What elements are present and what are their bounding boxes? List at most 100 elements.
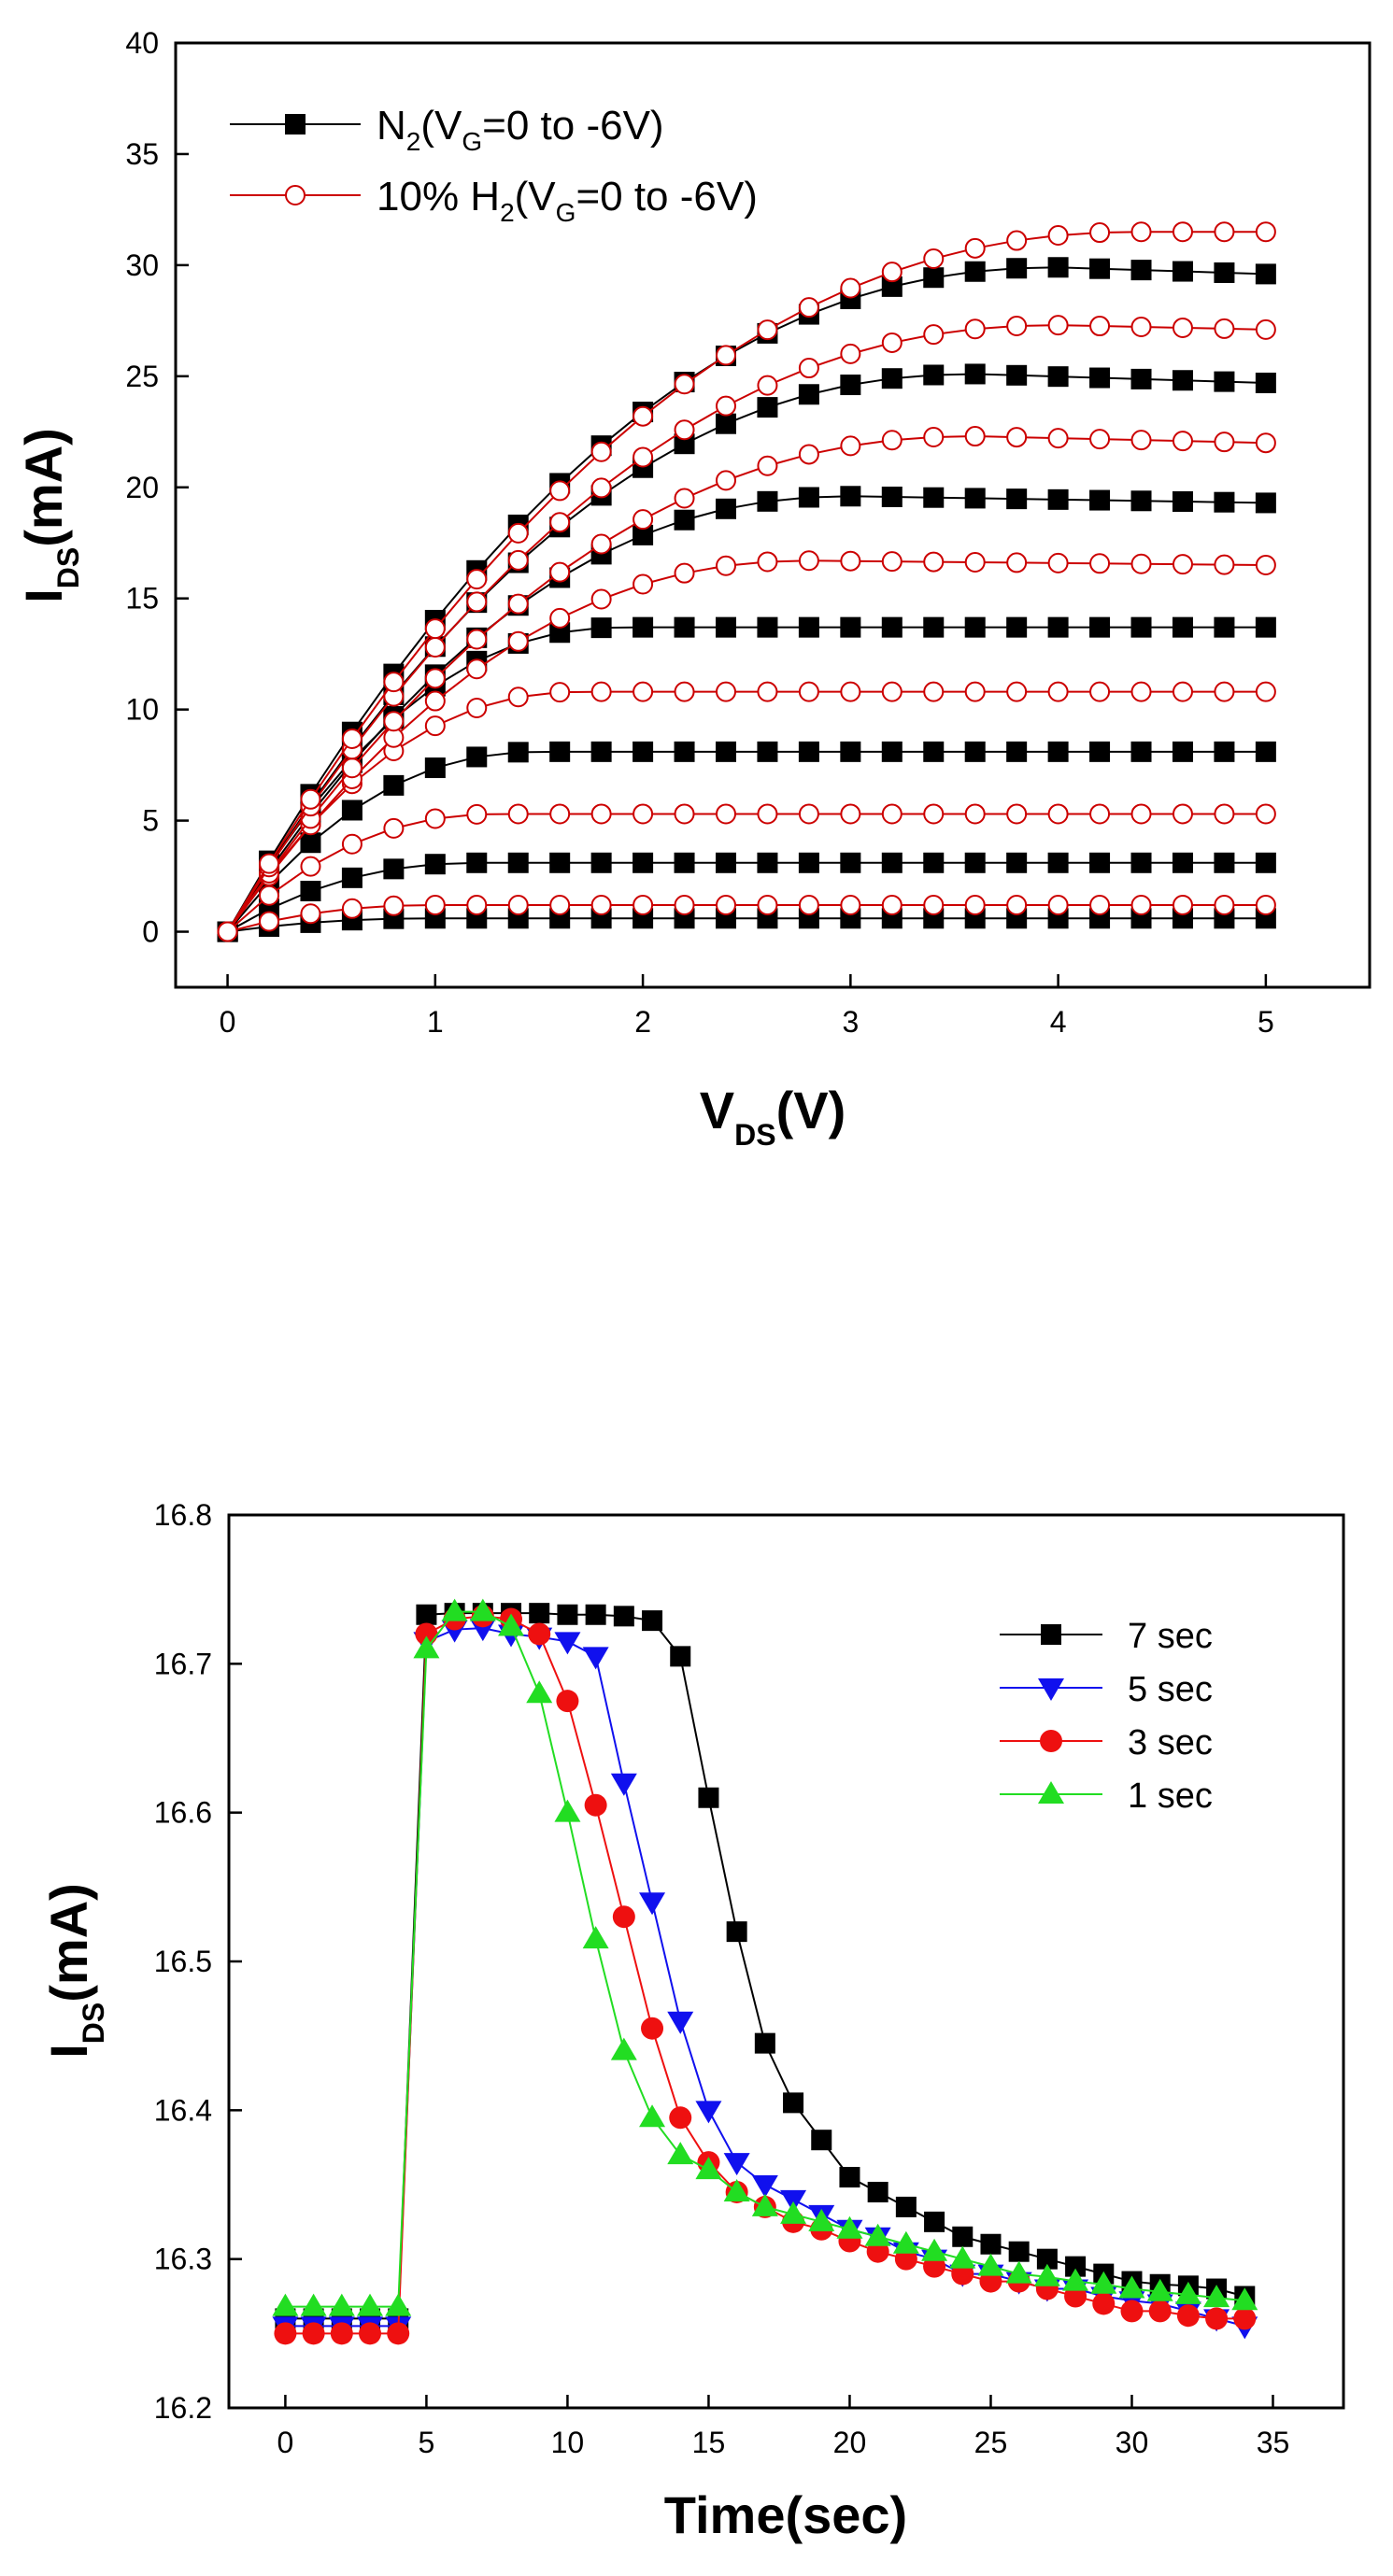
chart1-data-point bbox=[1006, 258, 1028, 279]
chart2-data-point bbox=[582, 1926, 609, 1949]
chart2-data-point bbox=[274, 2322, 297, 2345]
chart1-data-point bbox=[715, 470, 736, 491]
chart2-y-tick-label: 16.7 bbox=[154, 1647, 212, 1680]
chart2-data-point bbox=[1174, 2281, 1201, 2304]
chart1-data-point bbox=[1130, 317, 1152, 338]
chart1-data-point bbox=[1047, 225, 1069, 247]
chart2-data-point bbox=[980, 2233, 1002, 2255]
chart1-data-point bbox=[964, 852, 986, 873]
chart1-data-point bbox=[383, 895, 405, 916]
chart1-series-line bbox=[226, 626, 1266, 933]
chart1-data-point bbox=[1089, 222, 1111, 244]
chart1-data-point bbox=[1089, 316, 1111, 337]
chart1-data-point bbox=[383, 817, 405, 839]
chart1-data-point bbox=[341, 867, 362, 888]
chart2-data-point bbox=[441, 1598, 468, 1621]
chart1-data-point bbox=[674, 852, 695, 873]
chart1-data-point bbox=[923, 741, 945, 762]
chart1-data-point bbox=[1089, 741, 1111, 762]
chart1-data-point bbox=[881, 803, 903, 825]
chart1-data-point bbox=[757, 551, 778, 573]
chart1-data-point bbox=[549, 682, 571, 703]
chart1-data-point bbox=[507, 803, 529, 825]
chart1-data-point bbox=[964, 237, 986, 259]
chart1-data-point bbox=[715, 803, 736, 825]
chart1-data-point bbox=[466, 894, 488, 915]
chart1-data-point bbox=[923, 324, 945, 346]
chart1-series-H2-13 bbox=[217, 315, 1276, 942]
chart1-data-point bbox=[923, 426, 945, 447]
chart2-data-point bbox=[302, 2322, 325, 2345]
chart2-data-point bbox=[582, 1647, 609, 1670]
chart2-data-point bbox=[1205, 2307, 1229, 2330]
chart1-data-point bbox=[1130, 368, 1152, 389]
chart1-data-point bbox=[259, 885, 280, 906]
chart1-legend-label: 10% H2(VG=0 to -6V) bbox=[377, 174, 758, 227]
chart2-legend-marker bbox=[1041, 1624, 1061, 1645]
chart1-data-point bbox=[757, 490, 778, 512]
chart1-plot-frame bbox=[174, 41, 1372, 989]
chart1-data-point bbox=[1172, 681, 1193, 702]
chart1-data-point bbox=[590, 803, 612, 825]
chart1-data-point bbox=[383, 858, 405, 880]
chart2-y-axis-label: IDS(mA) bbox=[39, 1883, 110, 2059]
chart1-data-point bbox=[300, 832, 321, 854]
chart1-data-point bbox=[590, 852, 612, 873]
chart1-data-point bbox=[259, 853, 280, 874]
chart1-series-line bbox=[226, 559, 1266, 933]
chart2-data-point bbox=[839, 2167, 860, 2188]
chart1-data-point bbox=[923, 248, 945, 269]
chart1-data-point bbox=[1214, 262, 1235, 283]
chart1-data-point bbox=[1172, 852, 1193, 873]
chart1-data-point bbox=[881, 551, 903, 573]
chart1-y-tick-label: 15 bbox=[125, 582, 159, 616]
chart1-data-point bbox=[590, 617, 612, 639]
chart1-data-point bbox=[1255, 894, 1276, 915]
chart1-x-tick-label: 3 bbox=[842, 1005, 859, 1039]
chart1-data-point bbox=[923, 551, 945, 573]
chart1-data-point bbox=[840, 741, 861, 762]
chart1-data-point bbox=[1130, 221, 1152, 243]
chart1-data-point bbox=[798, 681, 819, 702]
chart1-data-point bbox=[633, 405, 654, 427]
chart2-data-point bbox=[808, 2208, 835, 2231]
chart2-data-point bbox=[528, 1622, 551, 1646]
chart1-data-point bbox=[549, 561, 571, 583]
chart1-y-tick-label: 5 bbox=[142, 804, 159, 838]
chart1-data-point bbox=[674, 488, 695, 509]
chart1-data-point bbox=[881, 332, 903, 353]
chart1-x-tick-label: 2 bbox=[634, 1005, 651, 1039]
chart1-data-point bbox=[507, 522, 529, 544]
chart1-series-line bbox=[226, 813, 1266, 933]
chart2-x-tick-label: 30 bbox=[1116, 2426, 1149, 2459]
chart2-data-point bbox=[667, 2011, 694, 2034]
chart1-data-point bbox=[964, 741, 986, 762]
chart1-series-N2-6 bbox=[217, 363, 1276, 942]
chart1-y-tick-label: 0 bbox=[142, 915, 159, 949]
chart1-data-point bbox=[590, 588, 612, 610]
chart1-data-point bbox=[1255, 492, 1276, 514]
chart1-data-point bbox=[798, 487, 819, 508]
chart1-data-point bbox=[217, 921, 238, 942]
chart1-legend-marker bbox=[285, 114, 306, 134]
chart1-data-point bbox=[1130, 894, 1152, 915]
chart2-data-point bbox=[780, 2201, 807, 2224]
chart1-data-point bbox=[923, 364, 945, 386]
chart1-data-point bbox=[1130, 681, 1152, 702]
chart2-data-point bbox=[669, 2106, 692, 2130]
chart1-data-point bbox=[507, 630, 529, 652]
chart2-data-point bbox=[639, 1892, 666, 1916]
chart1-data-point bbox=[1047, 741, 1069, 762]
chart1-data-point bbox=[424, 854, 446, 875]
chart1-data-point bbox=[757, 455, 778, 476]
chart1-data-point bbox=[1214, 318, 1235, 339]
chart1-data-point bbox=[424, 715, 446, 737]
chart1-data-point bbox=[507, 549, 529, 571]
chart1-data-point bbox=[840, 486, 861, 507]
chart2-data-point bbox=[751, 2175, 778, 2198]
chart1-data-point bbox=[633, 524, 654, 545]
chart1-data-point bbox=[881, 368, 903, 389]
chart1-data-point bbox=[1214, 616, 1235, 638]
chart2-y-tick-label: 16.4 bbox=[154, 2093, 212, 2127]
chart2-legend-label: 7 sec bbox=[1128, 1617, 1213, 1656]
